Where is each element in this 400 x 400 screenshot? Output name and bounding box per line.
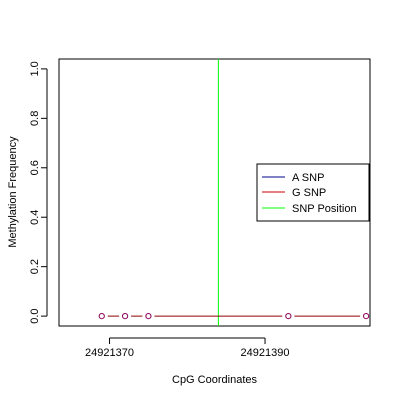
x-tick-label: 24921370 [85, 347, 134, 359]
data-point [363, 313, 370, 320]
x-axis: 24921370 24921390 [85, 337, 290, 359]
data-point [98, 313, 105, 320]
y-axis-label: Methylation Frequency [7, 136, 19, 248]
y-tick-label: 0.0 [29, 308, 41, 323]
y-tick-label: 1.0 [29, 61, 41, 76]
y-tick-label: 0.6 [29, 160, 41, 175]
data-point [145, 313, 152, 320]
y-tick-label: 0.2 [29, 259, 41, 274]
plot-frame [58, 58, 371, 327]
legend-label-2: G SNP [292, 187, 326, 199]
data-point [121, 313, 129, 320]
legend-label-1: A SNP [292, 172, 324, 184]
legend: A SNP G SNP SNP Position [256, 163, 370, 222]
series-group [98, 313, 370, 320]
y-tick-label: 0.4 [29, 210, 41, 225]
y-axis: 0.0 0.2 0.4 0.6 0.8 1.0 [29, 61, 48, 324]
x-axis-label: CpG Coordinates [172, 374, 257, 386]
x-tick-label: 24921390 [241, 347, 290, 359]
data-point [285, 313, 292, 320]
y-tick-label: 0.8 [29, 111, 41, 126]
legend-label-3: SNP Position [292, 203, 357, 215]
